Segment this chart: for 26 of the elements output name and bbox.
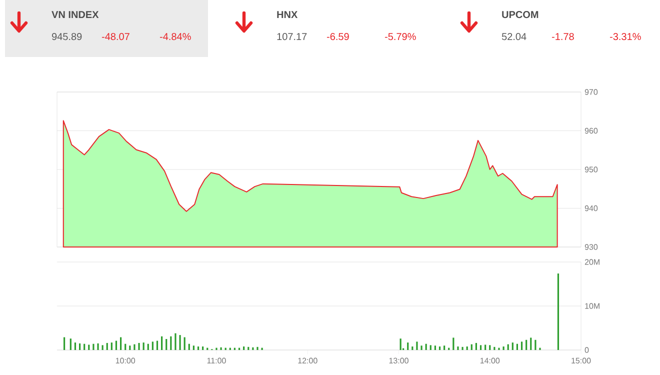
text: 945.89: [52, 33, 82, 40]
text: -5.79%: [384, 33, 416, 40]
y-tick-label: 960: [584, 128, 598, 134]
y-tick-label: 20M: [584, 259, 600, 265]
x-tick-label: 14:00: [480, 358, 500, 364]
y-tick-label: 0: [584, 347, 589, 353]
text: -3.31%: [610, 33, 641, 40]
category-label: VN INDEX: [52, 11, 99, 18]
x-tick-label: 11:00: [207, 358, 226, 364]
text: -6.59: [326, 33, 349, 40]
text: -48.07: [102, 33, 130, 40]
x-tick-label: 15:00: [572, 358, 591, 364]
y-tick-label: 10M: [585, 303, 600, 309]
y-tick-label: 930: [584, 244, 598, 250]
text: -1.78: [552, 33, 574, 40]
x-tick-label: 12:00: [298, 358, 318, 364]
category-label: UPCOM: [502, 11, 538, 18]
text: 107.17: [277, 33, 307, 40]
y-tick-label: 950: [584, 166, 598, 172]
y-tick-label: 940: [584, 205, 598, 212]
text: 52.04: [502, 33, 526, 40]
x-tick-label: 10:00: [116, 358, 136, 364]
x-tick-label: 13:00: [389, 358, 408, 364]
text: -4.84%: [160, 33, 191, 40]
y-tick-label: 970: [584, 89, 598, 95]
category-label: HNX: [277, 11, 298, 18]
